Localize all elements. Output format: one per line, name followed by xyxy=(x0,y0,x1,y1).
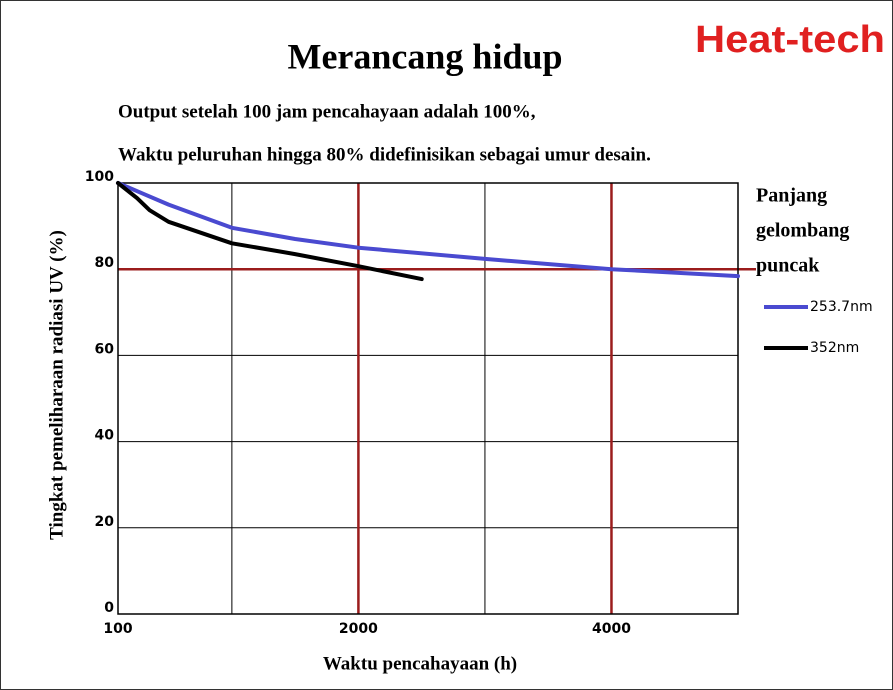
legend-label: 352nm xyxy=(810,340,859,356)
y-tick-label: 100 xyxy=(85,169,114,185)
y-tick-label: 40 xyxy=(95,428,115,444)
x-tick-label: 4000 xyxy=(592,621,631,637)
series-line xyxy=(116,181,740,279)
y-tick-label: 60 xyxy=(95,341,115,357)
y-axis-label: Tingkat pemeliharaan radiasi UV (%) xyxy=(46,230,67,540)
subtitle: Waktu peluruhan hingga 80% didefinisikan… xyxy=(118,144,651,165)
series-line xyxy=(116,181,424,282)
brand: Heat-tech xyxy=(695,19,885,61)
y-tick-label: 80 xyxy=(95,255,115,271)
x-tick-label: 100 xyxy=(103,621,132,637)
legend-title: Panjang xyxy=(756,185,827,207)
legend-title: gelombang xyxy=(756,220,849,242)
chart-title: Merancang hidup xyxy=(287,36,562,76)
subtitle: Output setelah 100 jam pencahayaan adala… xyxy=(118,101,536,122)
y-tick-label: 20 xyxy=(95,514,115,530)
x-axis-label: Waktu pencahayaan (h) xyxy=(323,653,517,674)
plot-border xyxy=(117,182,739,615)
x-tick-label: 2000 xyxy=(339,621,378,637)
legend-title: puncak xyxy=(756,255,820,277)
legend-label: 253.7nm xyxy=(810,299,873,315)
y-tick-label: 0 xyxy=(104,600,114,616)
